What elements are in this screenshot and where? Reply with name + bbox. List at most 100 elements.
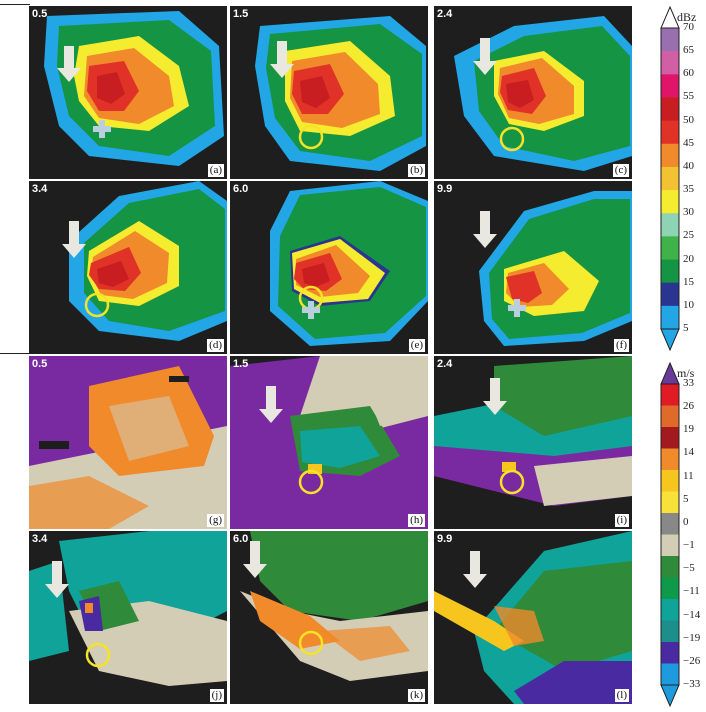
colorbar-swatch [661, 599, 679, 621]
elevation-label: 1.5 [233, 358, 249, 370]
reflectivity-image [270, 181, 428, 346]
colorbar-swatch [661, 236, 679, 261]
colorbar-tick-label: 30 [683, 206, 694, 219]
velocity-panel-k: 6.0 (k) [230, 531, 428, 704]
elevation-label: 0.5 [32, 358, 48, 370]
colorbar-bottom-cap [660, 328, 680, 351]
colorbar-tick-label: 0 [683, 515, 689, 528]
circle-marker-icon [499, 469, 525, 495]
colorbar-tick-label: 10 [683, 298, 694, 311]
panel-letter: (k) [408, 689, 425, 702]
panel-letter: (i) [614, 514, 629, 527]
elevation-label: 6.0 [233, 533, 249, 545]
colorbar-swatch [661, 663, 679, 686]
motion-arrow-icon [483, 378, 507, 415]
panel-letter: (d) [207, 339, 224, 352]
colorbar-tick-label: 15 [683, 275, 694, 288]
cross-marker-icon [93, 120, 111, 138]
elevation-label: 2.4 [437, 358, 453, 370]
cross-marker-icon [508, 299, 526, 317]
panel-letter: (f) [614, 339, 629, 352]
circle-marker-icon [85, 642, 111, 668]
velocity-colorbar [660, 362, 680, 707]
circle-marker-icon [499, 126, 525, 152]
motion-arrow-icon [473, 211, 497, 248]
colorbar-tick-label: 5 [683, 492, 689, 505]
colorbar-swatch [661, 120, 679, 145]
reflectivity-colorbar [660, 6, 680, 351]
velocity-image [230, 356, 428, 529]
velocity-panel-i: 2.4 (i) [434, 356, 632, 529]
colorbar-swatch [661, 97, 679, 122]
colorbar-swatch [661, 556, 679, 578]
reflectivity-image [454, 16, 632, 171]
motion-arrow-icon [243, 541, 267, 578]
elevation-label: 6.0 [233, 183, 249, 195]
colorbar-tick-label: −5 [683, 562, 695, 575]
motion-arrow-icon [259, 386, 283, 423]
velocity-image [434, 531, 632, 704]
reflectivity-panel-b: 1.5 (b) [230, 6, 428, 179]
circle-marker-icon [298, 124, 324, 150]
motion-arrow-icon [473, 38, 497, 75]
colorbar-swatch [661, 213, 679, 237]
motion-arrow-icon [45, 561, 69, 598]
reflectivity-panel-a: 0.5 (a) [29, 6, 227, 179]
colorbar-tick-label: −19 [683, 631, 701, 644]
cross-marker-icon [302, 301, 320, 319]
colorbar-swatch [661, 491, 679, 514]
panel-letter: (j) [209, 689, 224, 702]
colorbar-tick-label: 65 [683, 44, 694, 57]
panel-letter: (c) [612, 164, 629, 177]
velocity-unit-label: m/s [677, 366, 695, 380]
colorbar-top-cap [660, 6, 680, 29]
colorbar-bottom-cap [660, 684, 680, 707]
colorbar-swatch [661, 51, 679, 75]
panel-letter: (h) [408, 514, 425, 527]
velocity-panel-j: 3.4 (j) [29, 531, 227, 704]
colorbar-tick-label: 20 [683, 252, 694, 265]
colorbar-swatch [661, 28, 679, 52]
colorbar-top-cap [660, 362, 680, 385]
circle-marker-icon [84, 292, 110, 318]
colorbar-tick-label: 11 [683, 469, 694, 482]
colorbar-swatch [661, 74, 679, 98]
velocity-image [29, 531, 227, 704]
colorbar-swatch [661, 259, 679, 284]
colorbar-swatch [661, 577, 679, 600]
reflectivity-image [44, 11, 224, 166]
colorbar-tick-label: −1 [683, 539, 695, 552]
colorbar-frame [660, 383, 680, 686]
velocity-image [29, 356, 227, 529]
colorbar-swatch [661, 405, 679, 428]
elevation-label: 9.9 [437, 533, 453, 545]
colorbar-swatch [661, 642, 679, 664]
colorbar-tick-label: 70 [683, 21, 694, 33]
colorbar-swatch [661, 305, 679, 330]
colorbar-swatch [661, 534, 679, 557]
motion-arrow-icon [270, 41, 294, 78]
colorbar-tick-label: 25 [683, 229, 694, 242]
panel-letter: (e) [408, 339, 425, 352]
motion-arrow-icon [62, 221, 86, 258]
colorbar-tick-label: −26 [683, 654, 701, 667]
reflectivity-panel-e: 6.0 (e) [230, 181, 428, 354]
colorbar-tick-label: 50 [683, 113, 694, 126]
reflectivity-image [255, 16, 426, 171]
colorbar-frame [660, 27, 680, 330]
velocity-panel-g: 0.5 (g) [29, 356, 227, 529]
reflectivity-panel-f: 9.9 (f) [434, 181, 632, 354]
elevation-label: 9.9 [437, 183, 453, 195]
divider [0, 4, 30, 5]
velocity-image [230, 531, 428, 704]
colorbar-tick-label: −11 [683, 585, 700, 598]
colorbar-tick-label: 5 [683, 322, 689, 334]
colorbar-swatch [661, 513, 679, 535]
colorbar-tick-label: 55 [683, 90, 694, 103]
panel-letter: (b) [408, 164, 425, 177]
elevation-label: 2.4 [437, 8, 453, 20]
colorbar-tick-label: 45 [683, 136, 694, 149]
colorbar-tick-label: −14 [683, 608, 701, 621]
elevation-label: 0.5 [32, 8, 48, 20]
colorbar-swatch [661, 620, 679, 643]
